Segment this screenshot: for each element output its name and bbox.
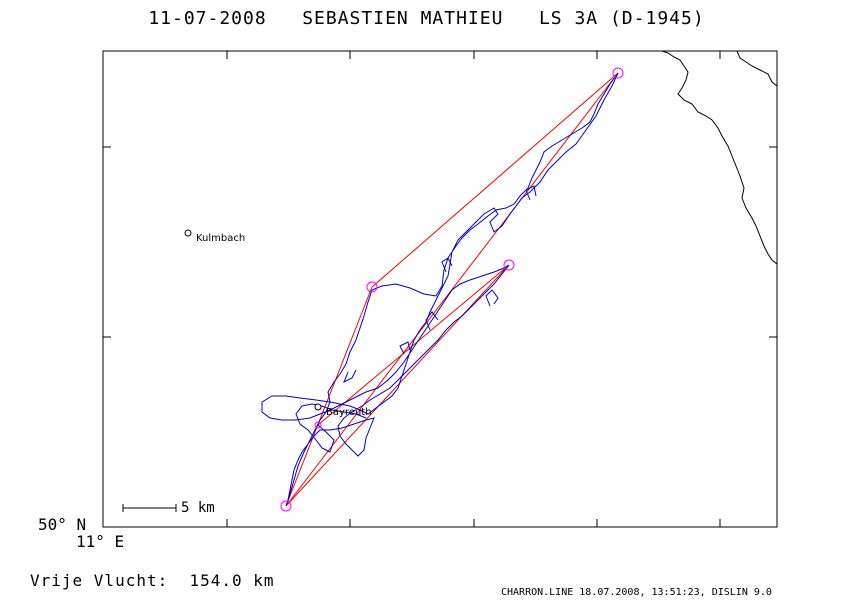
town-label-kulmbach: Kulmbach <box>196 233 245 244</box>
turnpoint-4 <box>314 421 322 429</box>
town-marker-kulmbach <box>184 229 192 237</box>
turnpoint-3 <box>503 259 515 271</box>
town-label-bayreuth: Bayreuth <box>326 407 372 418</box>
footer-credit: CHARRON.LINE 18.07.2008, 13:51:23, DISLI… <box>501 587 772 598</box>
map-frame <box>102 50 778 528</box>
town-marker-bayreuth <box>314 403 322 411</box>
distance-summary: Vrije Vlucht: 154.0 km <box>30 571 275 590</box>
turnpoint-1 <box>366 281 378 293</box>
longitude-label: 11° E <box>76 532 125 551</box>
turnpoint-2 <box>612 67 624 79</box>
town-kulmbach: Kulmbach <box>184 229 245 244</box>
scale-bar <box>122 504 177 512</box>
country-border-2 <box>736 50 778 87</box>
town-bayreuth: Bayreuth <box>314 403 372 418</box>
flight-track <box>261 72 619 507</box>
flight-track-2 <box>295 185 537 453</box>
turnpoint-start <box>280 500 292 512</box>
axis-ticks <box>102 51 777 528</box>
country-border <box>661 50 778 265</box>
latitude-label: 50° N <box>38 515 87 534</box>
map-title: 11-07-2008 SEBASTIEN MATHIEU LS 3A (D-19… <box>148 8 705 29</box>
turnpoints <box>280 67 624 512</box>
scale-bar-label: 5 km <box>181 500 215 516</box>
